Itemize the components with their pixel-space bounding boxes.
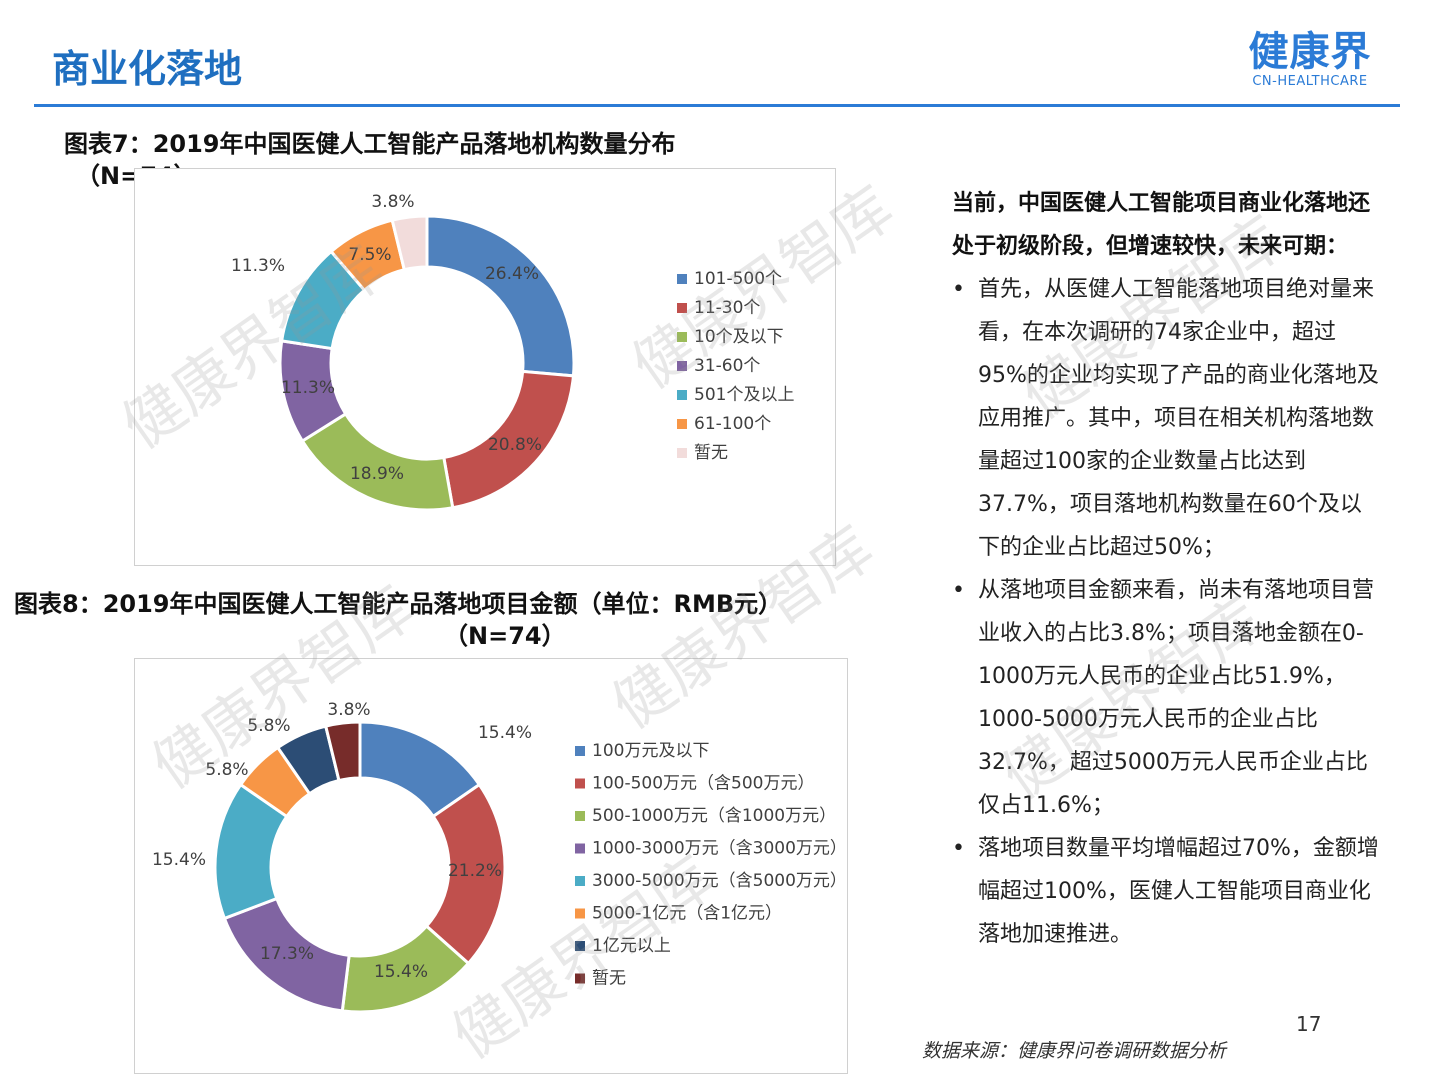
brand-logo: 健康界 CN-HEALTHCARE <box>1240 30 1380 89</box>
page-number: 17 <box>1296 1012 1322 1036</box>
header-divider <box>34 104 1400 107</box>
logo-en-text: CN-HEALTHCARE <box>1252 74 1368 89</box>
legend-label: 11-30个 <box>694 298 760 318</box>
slice-value-label: 15.4% <box>478 723 532 743</box>
chart8-svg: 15.4% 21.2% 15.4% 17.3% 15.4% 5.8% 5.8% 3.8% 100… <box>152 700 847 1014</box>
donut-slice <box>425 214 576 378</box>
legend-swatch <box>575 746 585 756</box>
legend-swatch <box>575 973 585 984</box>
chart7-title-text: 图表7：2019年中国医健人工智能产品落地机构数量分布 <box>64 130 676 158</box>
slice-value-label: 11.3% <box>281 378 335 398</box>
chart7-svg: 26.4% 20.8% 18.9% 11.3% 11.3% 7.5% 3.8% 101-500… <box>231 192 794 512</box>
legend-swatch <box>575 811 585 821</box>
side-bullet: 首先，从医健人工智能落地项目绝对量来看，在本次调研的74家企业中，超过95%的企… <box>952 268 1382 569</box>
legend-swatch <box>575 941 585 951</box>
legend-swatch <box>677 419 687 429</box>
logo-cn-text: 健康界 <box>1248 29 1372 75</box>
slice-value-label: 7.5% <box>348 245 391 265</box>
legend-swatch <box>677 361 687 371</box>
legend-label: 100-500万元（含500万元） <box>592 774 814 794</box>
side-heading: 当前，中国医健人工智能项目商业化落地还处于初级阶段，但增速较快，未来可期： <box>952 191 1371 259</box>
legend-label: 暂无 <box>592 969 626 989</box>
side-commentary: 当前，中国医健人工智能项目商业化落地还处于初级阶段，但增速较快，未来可期： 首先… <box>952 182 1382 956</box>
chart8-title-text: 图表8：2019年中国医健人工智能产品落地项目金额（单位：RMB元） <box>14 590 783 618</box>
legend-swatch <box>575 843 585 854</box>
data-source-note: 数据来源：健康界问卷调研数据分析 <box>922 1040 1227 1062</box>
slice-value-label: 26.4% <box>485 264 539 284</box>
legend-label: 1000-3000万元（含3000万元） <box>592 839 847 859</box>
legend-swatch <box>677 390 687 400</box>
legend-label: 101-500个 <box>694 269 782 289</box>
donut-slice <box>390 214 429 272</box>
chart8-subtitle: （N=74） <box>444 622 566 650</box>
slice-value-label: 5.8% <box>205 760 248 780</box>
chart7-frame: 26.4% 20.8% 18.9% 11.3% 11.3% 7.5% 3.8% 101-500… <box>134 168 836 566</box>
slice-value-label: 17.3% <box>260 944 314 964</box>
legend-label: 31-60个 <box>694 356 760 376</box>
slice-value-label: 15.4% <box>152 850 206 870</box>
donut-slice <box>323 720 362 783</box>
side-bullet: 从落地项目金额来看，尚未有落地项目营业收入的占比3.8%；项目落地金额在0-10… <box>952 569 1382 827</box>
slice-value-label: 3.8% <box>327 700 370 720</box>
legend-swatch <box>575 876 585 886</box>
legend-label: 10个及以下 <box>694 327 784 347</box>
slice-value-label: 21.2% <box>448 861 502 881</box>
chart8-frame: 15.4% 21.2% 15.4% 17.3% 15.4% 5.8% 5.8% 3.8% 100… <box>134 658 848 1074</box>
slice-value-label: 20.8% <box>488 435 542 455</box>
legend-label: 1亿元以上 <box>592 936 671 956</box>
legend-swatch <box>677 332 687 342</box>
legend-swatch <box>575 778 585 789</box>
legend-swatch <box>677 303 687 313</box>
chart8-title: 图表8：2019年中国医健人工智能产品落地项目金额（单位：RMB元） （N=74… <box>14 588 782 652</box>
side-bullet-list: 首先，从医健人工智能落地项目绝对量来看，在本次调研的74家企业中，超过95%的企… <box>952 268 1382 956</box>
slice-value-label: 3.8% <box>371 192 414 212</box>
legend-label: 500-1000万元（含1000万元） <box>592 806 836 826</box>
slice-value-label: 15.4% <box>374 962 428 982</box>
legend-label: 暂无 <box>694 443 728 463</box>
side-bullet: 落地项目数量平均增幅超过70%，金额增幅超过100%，医健人工智能项目商业化落地… <box>952 827 1382 956</box>
slice-value-label: 5.8% <box>247 716 290 736</box>
legend-label: 61-100个 <box>694 414 771 434</box>
legend-swatch <box>677 274 687 284</box>
legend-label: 501个及以上 <box>694 385 794 405</box>
legend-swatch <box>677 448 687 458</box>
legend-label: 100万元及以下 <box>592 741 709 761</box>
legend-swatch <box>575 908 585 919</box>
slice-value-label: 11.3% <box>231 256 285 276</box>
slice-value-label: 18.9% <box>350 464 404 484</box>
legend-label: 5000-1亿元（含1亿元） <box>592 904 782 924</box>
legend-label: 3000-5000万元（含5000万元） <box>592 871 847 891</box>
page-title: 商业化落地 <box>52 47 243 91</box>
